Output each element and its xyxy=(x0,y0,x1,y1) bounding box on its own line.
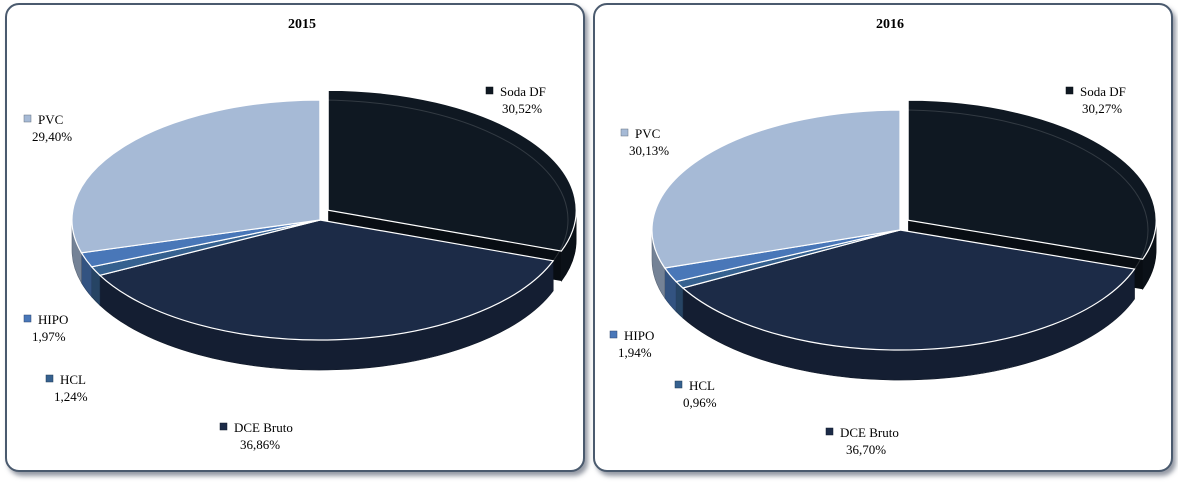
pie-chart-2015: 2015 Soda DF 30,52% DCE Bruto 36,86% HCL 1,24%… xyxy=(23,17,577,452)
legend-key-hipo xyxy=(23,314,32,323)
data-label-dce-bruto: DCE Bruto 36,70% xyxy=(825,425,899,457)
data-label-hcl: HCL 1,24% xyxy=(45,372,88,404)
pie-rim xyxy=(71,99,569,341)
pie-slice-soda-df xyxy=(327,89,577,252)
pie-slice-pvc xyxy=(651,109,901,269)
legend-key-pvc xyxy=(620,128,629,137)
slice-value: 30,52% xyxy=(502,101,542,116)
pie-top-layer xyxy=(71,89,577,341)
slice-value: 1,94% xyxy=(618,345,652,360)
slice-name: HCL xyxy=(689,378,715,393)
legend-key-hcl xyxy=(45,374,54,383)
legend-key-soda-df xyxy=(1065,86,1074,95)
pie-slice-soda-df xyxy=(907,99,1157,260)
slice-name: PVC xyxy=(38,112,63,127)
slice-name: HIPO xyxy=(38,312,68,327)
slice-value: 30,27% xyxy=(1082,101,1122,116)
slice-value: 29,40% xyxy=(32,129,72,144)
slice-value: 1,24% xyxy=(54,389,88,404)
data-label-hcl: HCL 0,96% xyxy=(674,378,717,410)
data-label-pvc: PVC 29,40% xyxy=(23,112,72,144)
chart-panel-2015: 2015 Soda DF 30,52% DCE Bruto 36,86% HCL 1,24%… xyxy=(5,3,585,472)
slice-name: HIPO xyxy=(624,328,654,343)
pie-slice-dce-bruto xyxy=(681,229,1136,351)
legend-key-hcl xyxy=(674,380,683,389)
slice-value: 36,86% xyxy=(240,437,280,452)
slice-value: 1,97% xyxy=(32,329,66,344)
pie-slice-pvc xyxy=(71,99,321,254)
slice-value: 0,96% xyxy=(683,395,717,410)
slice-name: HCL xyxy=(60,372,86,387)
chart-title: 2016 xyxy=(876,17,904,32)
data-label-hipo: HIPO 1,94% xyxy=(609,328,654,360)
data-label-soda-df: Soda DF 30,27% xyxy=(1065,84,1126,116)
legend-key-hipo xyxy=(609,330,618,339)
data-label-dce-bruto: DCE Bruto 36,86% xyxy=(219,420,293,452)
slice-name: DCE Bruto xyxy=(234,420,293,435)
data-label-hipo: HIPO 1,97% xyxy=(23,312,68,344)
legend-key-dce-bruto xyxy=(825,427,834,436)
chart-panel-2016: 2016 Soda DF 30,27% DCE Bruto 36,70% HCL 0,96%… xyxy=(593,3,1173,472)
slice-name: Soda DF xyxy=(1080,84,1126,99)
legend-key-pvc xyxy=(23,114,32,123)
pie-slice-dce-bruto xyxy=(98,219,555,341)
pie-top-layer xyxy=(651,99,1157,351)
slice-name: DCE Bruto xyxy=(840,425,899,440)
data-label-soda-df: Soda DF 30,52% xyxy=(485,84,546,116)
legend-key-dce-bruto xyxy=(219,422,228,431)
slice-name: Soda DF xyxy=(500,84,546,99)
legend-key-soda-df xyxy=(485,86,494,95)
pie-rim xyxy=(651,109,1149,351)
data-label-pvc: PVC 30,13% xyxy=(620,126,669,158)
slice-value: 36,70% xyxy=(846,442,886,457)
slice-name: PVC xyxy=(635,126,660,141)
pie-chart-2016: 2016 Soda DF 30,27% DCE Bruto 36,70% HCL 0,96%… xyxy=(609,17,1157,457)
slice-value: 30,13% xyxy=(629,143,669,158)
chart-title: 2015 xyxy=(288,17,316,32)
